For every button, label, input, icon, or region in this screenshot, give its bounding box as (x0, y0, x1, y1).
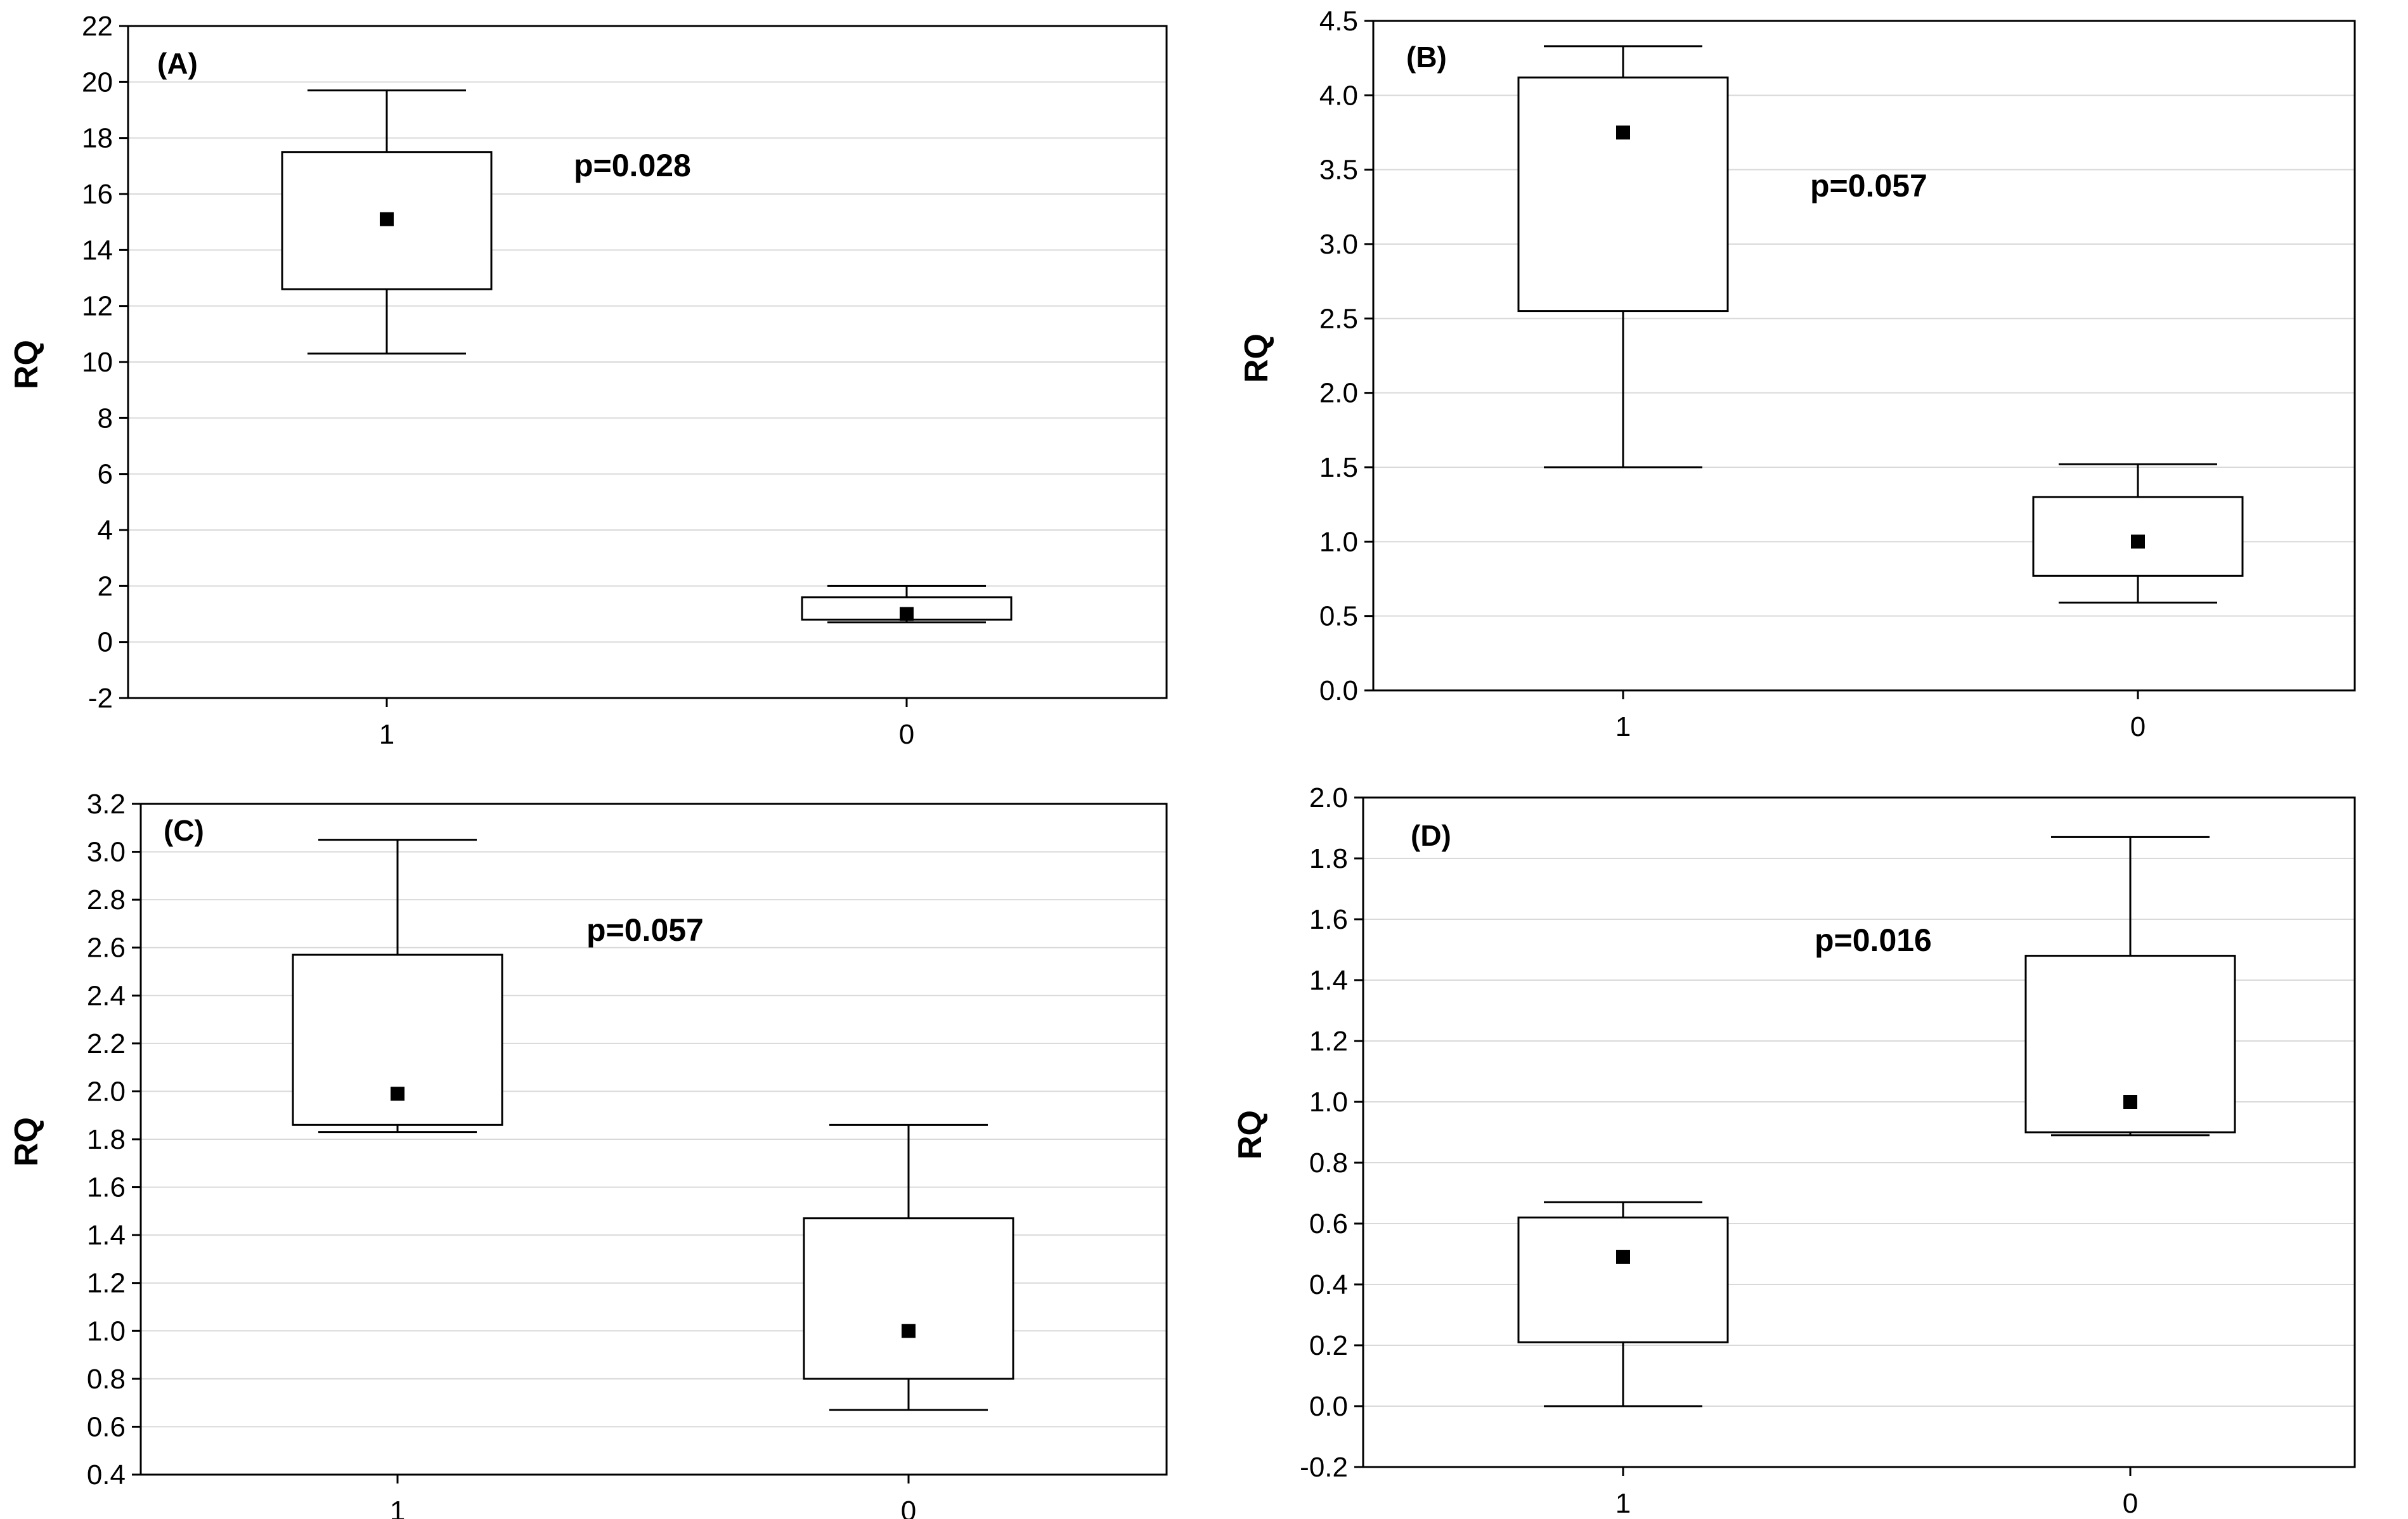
y-tick-label: 12 (82, 291, 113, 322)
y-tick-label: 0.6 (1309, 1208, 1348, 1239)
box-iqr (803, 1217, 1014, 1380)
y-tick-label: 2.0 (1319, 378, 1358, 409)
y-tick-label: 2.0 (87, 1076, 126, 1107)
y-tick-label: 3.2 (87, 789, 126, 820)
y-axis-label: RQ (8, 1117, 45, 1167)
y-tick-label: 0.8 (87, 1364, 126, 1395)
box-iqr (1517, 1216, 1729, 1343)
box-0 (801, 585, 1013, 624)
y-tick-label: 2.5 (1319, 303, 1358, 334)
x-tick-label: 0 (901, 1496, 916, 1519)
x-tick-label: 0 (899, 719, 914, 750)
y-tick-label: 2.4 (87, 980, 126, 1011)
y-tick-label: 2.8 (87, 884, 126, 915)
y-tick-label: 1.4 (87, 1220, 126, 1251)
plot-frame (1362, 796, 2356, 1468)
p-value-annotation: p=0.016 (1815, 922, 1932, 958)
y-tick-label: 0 (98, 627, 113, 658)
y-tick-label: 22 (82, 11, 113, 42)
y-tick-label: 1.0 (1319, 526, 1358, 557)
y-tick-label: 2.0 (1309, 782, 1348, 813)
y-tick-label: 1.8 (87, 1124, 126, 1155)
median-marker (2123, 1095, 2137, 1109)
y-tick-label: 1.2 (1309, 1026, 1348, 1057)
panel-label: (D) (1411, 819, 1451, 852)
panel-label: (A) (157, 47, 198, 80)
median-marker (902, 1324, 916, 1338)
y-tick-label: 18 (82, 123, 113, 154)
box-1 (292, 839, 503, 1134)
y-tick-label: 1.8 (1309, 843, 1348, 874)
y-tick-label: 0.6 (87, 1411, 126, 1442)
box-0 (2024, 836, 2236, 1137)
y-tick-label: 0.5 (1319, 601, 1358, 632)
y-tick-label: 0.2 (1309, 1330, 1348, 1361)
y-tick-label: 10 (82, 347, 113, 378)
y-tick-label: 3.0 (87, 837, 126, 868)
y-tick-label: 0.0 (1319, 675, 1358, 706)
y-tick-label: 14 (82, 235, 113, 266)
y-tick-label: 2.2 (87, 1028, 126, 1059)
panel-label: (C) (164, 814, 204, 847)
y-tick-label: 1.0 (87, 1315, 126, 1347)
y-tick-label: 20 (82, 67, 113, 98)
box-iqr (1517, 76, 1729, 313)
x-tick-label: 1 (390, 1496, 405, 1519)
panel-b: 0.0 0.5 1.0 1.5 2.0 2.5 3.0 3.5 4.0 4.5 RQ 1 0 (B) p=0… (1238, 6, 2356, 742)
y-tick-label: 0.0 (1309, 1391, 1348, 1422)
x-tick-label: 1 (379, 719, 394, 750)
box-0 (2032, 463, 2244, 604)
median-marker (380, 212, 394, 226)
box-1 (281, 89, 493, 355)
box-1 (1517, 45, 1729, 469)
y-tick-label: 6 (98, 459, 113, 490)
y-tick-label: 1.4 (1309, 965, 1348, 996)
y-tick-label: -2 (88, 683, 113, 714)
panel-d: -0.2 0.0 0.2 0.4 0.6 0.8 1.0 1.2 1.4 1.6 1.8 2.0 RQ 1… (1232, 782, 2356, 1519)
y-axis-label: RQ (8, 340, 45, 389)
median-marker (1616, 126, 1630, 139)
y-tick-label: 1.6 (1309, 904, 1348, 935)
panel-label: (B) (1406, 41, 1447, 74)
box-0 (803, 1123, 1014, 1411)
y-tick-label: 2.6 (87, 933, 126, 964)
y-tick-label: 0.4 (87, 1459, 126, 1490)
x-tick-label: 0 (2130, 711, 2146, 742)
y-tick-label: 0.4 (1309, 1269, 1348, 1300)
panel-c: 0.4 0.6 0.8 1.0 1.2 1.4 1.6 1.8 2.0 2.2 2.4 2.6 2.8 3… (8, 789, 1168, 1519)
y-axis-label: RQ (1232, 1110, 1269, 1160)
p-value-annotation: p=0.028 (574, 148, 691, 183)
y-tick-label: -0.2 (1300, 1452, 1348, 1483)
p-value-annotation: p=0.057 (1810, 168, 1927, 204)
box-1 (1517, 1201, 1729, 1407)
y-tick-label: 8 (98, 403, 113, 434)
y-tick-label: 4 (98, 515, 113, 546)
y-tick-label: 3.0 (1319, 229, 1358, 260)
y-tick-label: 2 (98, 571, 113, 602)
y-tick-label: 16 (82, 179, 113, 210)
median-marker (2131, 534, 2145, 549)
x-tick-label: 1 (1615, 1488, 1631, 1519)
y-tick-label: 3.5 (1319, 155, 1358, 186)
median-marker (391, 1087, 405, 1101)
x-tick-label: 0 (2123, 1488, 2138, 1519)
y-tick-label: 1.5 (1319, 452, 1358, 483)
y-axis-label: RQ (1238, 333, 1275, 383)
median-marker (1616, 1250, 1630, 1264)
y-tick-label: 0.8 (1309, 1147, 1348, 1179)
y-tick-label: 1.2 (87, 1268, 126, 1299)
p-value-annotation: p=0.057 (586, 912, 704, 948)
x-tick-label: 1 (1615, 711, 1631, 742)
y-tick-label: 4.5 (1319, 6, 1358, 37)
y-tick-label: 1.6 (87, 1172, 126, 1203)
y-tick-label: 4.0 (1319, 80, 1358, 111)
median-marker (900, 607, 914, 621)
y-tick-label: 1.0 (1309, 1087, 1348, 1118)
plot-frame (1372, 20, 2356, 692)
